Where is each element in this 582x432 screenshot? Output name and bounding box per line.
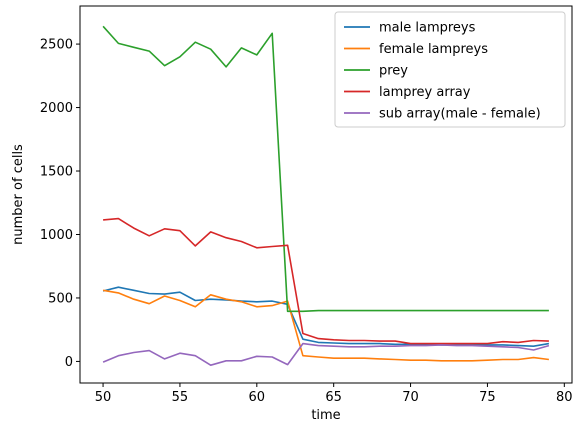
x-tick-label: 55 xyxy=(172,390,189,405)
series-line-4 xyxy=(102,342,550,367)
y-tick-label: 2500 xyxy=(40,38,73,53)
legend-label: male lampreys xyxy=(379,21,476,36)
plot-frame xyxy=(79,5,573,384)
x-tick-label: 50 xyxy=(95,390,112,405)
x-tick-label: 60 xyxy=(249,390,266,405)
y-tick-label: 1000 xyxy=(40,228,73,243)
x-axis: 50 55 60 65 70 75 80 xyxy=(95,383,573,405)
y-axis: 0 500 1000 1500 2000 2500 xyxy=(40,38,80,370)
y-tick-label: 2000 xyxy=(40,101,73,116)
legend-label: lamprey array xyxy=(379,85,471,100)
x-tick-label: 80 xyxy=(556,390,573,405)
x-tick-label: 75 xyxy=(479,390,496,405)
legend-label: prey xyxy=(379,64,408,79)
legend-label: sub array(male - female) xyxy=(379,107,541,122)
legend: male lampreys female lampreys prey lamprey … xyxy=(334,11,566,128)
series-line-3 xyxy=(103,217,549,345)
y-tick-label: 500 xyxy=(48,291,73,306)
y-axis-label: number of cells xyxy=(11,144,26,245)
legend-box xyxy=(334,11,566,128)
y-tick-label: 1500 xyxy=(40,165,73,180)
x-axis-label: time xyxy=(311,408,340,423)
series-line-1 xyxy=(102,289,549,362)
x-tick-label: 70 xyxy=(402,390,419,405)
series-layer xyxy=(102,25,550,367)
series-line-2 xyxy=(102,25,549,313)
y-tick-label: 0 xyxy=(65,355,73,370)
legend-label: female lampreys xyxy=(379,42,488,57)
x-tick-label: 65 xyxy=(325,390,342,405)
